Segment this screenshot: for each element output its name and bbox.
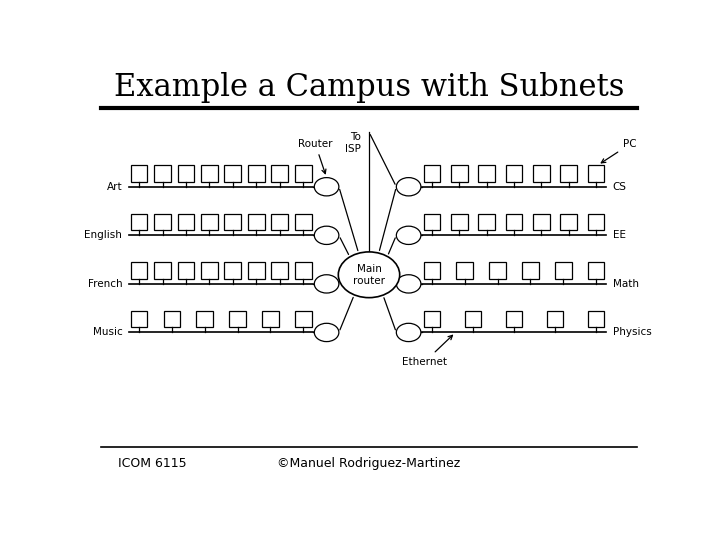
Bar bbox=[505, 165, 523, 182]
Bar bbox=[131, 214, 148, 231]
Bar bbox=[588, 214, 605, 231]
Bar bbox=[201, 165, 217, 182]
Bar bbox=[131, 311, 148, 327]
Circle shape bbox=[396, 226, 421, 245]
Bar bbox=[248, 165, 265, 182]
Bar bbox=[478, 165, 495, 182]
Bar bbox=[178, 262, 194, 279]
Text: French: French bbox=[88, 279, 122, 289]
Text: ICOM 6115: ICOM 6115 bbox=[118, 457, 186, 470]
Bar bbox=[294, 311, 312, 327]
Bar bbox=[225, 214, 241, 231]
Bar bbox=[423, 165, 441, 182]
Circle shape bbox=[396, 178, 421, 196]
Circle shape bbox=[315, 178, 339, 196]
Bar bbox=[456, 262, 473, 279]
Bar bbox=[546, 311, 564, 327]
Bar bbox=[197, 311, 213, 327]
Bar bbox=[588, 165, 605, 182]
Bar bbox=[163, 311, 180, 327]
Circle shape bbox=[396, 275, 421, 293]
Bar bbox=[588, 262, 605, 279]
Bar bbox=[248, 214, 265, 231]
Bar bbox=[478, 214, 495, 231]
Bar bbox=[225, 262, 241, 279]
Bar bbox=[294, 214, 312, 231]
Text: English: English bbox=[84, 231, 122, 240]
Bar bbox=[178, 165, 194, 182]
Bar bbox=[522, 262, 539, 279]
Bar bbox=[490, 262, 506, 279]
Text: To
ISP: To ISP bbox=[345, 132, 361, 154]
Circle shape bbox=[315, 226, 339, 245]
Bar bbox=[294, 262, 312, 279]
Bar bbox=[533, 165, 550, 182]
Bar bbox=[451, 165, 468, 182]
Bar bbox=[154, 262, 171, 279]
Text: Music: Music bbox=[93, 327, 122, 338]
Bar bbox=[201, 214, 217, 231]
Text: CS: CS bbox=[613, 182, 627, 192]
Bar bbox=[423, 214, 441, 231]
Bar bbox=[588, 311, 605, 327]
Bar bbox=[271, 165, 288, 182]
Bar bbox=[294, 165, 312, 182]
Bar bbox=[225, 165, 241, 182]
Bar bbox=[505, 311, 523, 327]
Bar bbox=[248, 262, 265, 279]
Text: ©Manuel Rodriguez-Martinez: ©Manuel Rodriguez-Martinez bbox=[277, 457, 461, 470]
Text: Router: Router bbox=[298, 139, 333, 174]
Bar bbox=[555, 262, 572, 279]
Text: Ethernet: Ethernet bbox=[402, 335, 452, 367]
Text: EE: EE bbox=[613, 231, 626, 240]
Circle shape bbox=[396, 323, 421, 342]
Bar bbox=[131, 262, 148, 279]
Bar bbox=[271, 214, 288, 231]
Bar bbox=[178, 214, 194, 231]
Bar bbox=[262, 311, 279, 327]
Bar bbox=[131, 165, 148, 182]
Text: Art: Art bbox=[107, 182, 122, 192]
Text: Main
router: Main router bbox=[353, 264, 385, 286]
Text: Math: Math bbox=[613, 279, 639, 289]
Bar bbox=[154, 165, 171, 182]
Bar bbox=[560, 165, 577, 182]
Circle shape bbox=[315, 323, 339, 342]
Bar bbox=[560, 214, 577, 231]
Bar bbox=[464, 311, 482, 327]
Bar bbox=[505, 214, 523, 231]
Text: PC: PC bbox=[601, 139, 636, 163]
Circle shape bbox=[315, 275, 339, 293]
Bar bbox=[423, 311, 441, 327]
Bar bbox=[201, 262, 217, 279]
Bar bbox=[451, 214, 468, 231]
Bar bbox=[533, 214, 550, 231]
Bar bbox=[423, 262, 441, 279]
Bar bbox=[229, 311, 246, 327]
Bar bbox=[271, 262, 288, 279]
Text: Physics: Physics bbox=[613, 327, 652, 338]
Circle shape bbox=[338, 252, 400, 298]
Bar bbox=[154, 214, 171, 231]
Text: Example a Campus with Subnets: Example a Campus with Subnets bbox=[114, 72, 624, 103]
